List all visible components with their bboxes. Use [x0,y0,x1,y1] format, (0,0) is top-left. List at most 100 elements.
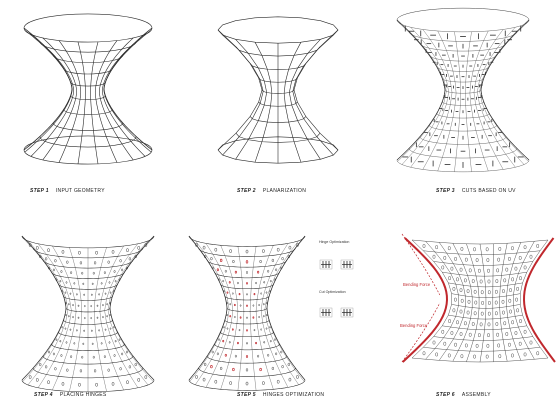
assembly-hinge [502,310,505,315]
hinge [260,328,262,331]
assembly-hinge [456,320,459,325]
hinge [255,281,257,285]
mesh-column [454,31,461,172]
assembly-hinge [536,351,539,356]
hinge [280,350,283,354]
hinge [78,250,81,255]
hinge [258,304,260,307]
step-6-assembly [401,233,556,363]
step-1-panel: STEP 1 INPUT GEOMETRY [0,0,185,200]
assembly-hinge [487,311,491,316]
assembly-hinge [450,331,454,335]
facet-edge [289,39,321,160]
step-6-number: STEP 6 [436,392,455,398]
force-arrow-bottom [401,302,441,363]
mesh-ring [198,247,296,257]
hinge [81,271,84,275]
hinge [214,379,218,384]
mesh-ring [206,259,288,268]
hinge [288,377,292,382]
hyperboloid-wireframe [23,13,153,165]
hinge [92,271,95,275]
outline-edge [21,235,67,381]
step-2-planarized-mesh [217,16,339,164]
optimized-hinge [255,341,257,345]
mesh-column [107,240,149,386]
mesh-column [410,27,449,168]
hinge [218,338,220,341]
hinge [281,257,284,261]
assembly-hinge [495,322,499,326]
assembly-hinge [508,298,512,303]
hinge [258,316,260,319]
assembly-hinge [435,245,438,250]
assembly-hinge [523,265,527,270]
hinge [134,363,137,367]
icon-strokes [321,261,331,268]
hinge [281,365,284,369]
assembly-hinge [467,299,471,304]
icon-strokes [342,261,352,268]
assembly-hinge [502,289,505,294]
assembly-hinge [452,308,456,313]
hinge [73,282,76,285]
hinge [287,362,290,366]
icon-strokes [342,309,352,316]
mesh-column [255,245,274,390]
mesh-ring [188,235,306,247]
hinge [204,362,207,366]
hinge [100,282,103,285]
assembly-hinge [443,256,447,260]
assembly-hinge [459,288,463,292]
planarized-wireframe [217,16,339,164]
hinge [65,302,67,305]
hinge [72,304,74,307]
hinge [103,271,106,274]
silhouette-edge [23,27,73,151]
hinge [52,268,55,272]
assembly-hinge [473,289,477,294]
hinge [96,304,99,307]
assembly-hinge [460,354,464,359]
assembly-hinge [450,266,454,271]
hinge [104,328,107,331]
hinge [47,380,50,384]
mesh-ring [188,379,306,391]
hinge [83,329,85,332]
step-3-panel: STEP 3 CUTS BASED ON UV [370,0,556,200]
assembly-hinge [478,333,481,338]
mesh-column [473,29,504,170]
assembly-hinge [435,352,438,357]
mesh-ring [224,319,270,325]
assembly-hinge [448,276,451,281]
hinge [223,290,225,293]
hinge [108,281,111,284]
hinge [61,382,65,386]
hinge [296,375,299,379]
assembly-column [411,239,452,359]
hinge [265,302,268,305]
assembly-hinge [466,289,470,294]
hinge [119,367,122,371]
assembly-hinge [516,308,519,313]
hinge [45,365,48,369]
meridian-line [58,40,82,163]
hinge [69,292,72,295]
hinge [269,326,271,329]
hinge [226,314,229,317]
hinge [126,380,129,384]
meridian-line [24,29,73,153]
hinge [52,352,55,356]
hinge [275,352,278,356]
mesh-column [22,237,67,382]
hinge [98,329,100,332]
assembly-hinge [508,342,511,347]
optimized-hinge [216,268,219,272]
meridian-line [77,41,86,164]
mesh-column [94,247,107,392]
hinge [210,257,213,261]
assembly-hinge [487,268,490,273]
hinge [65,341,68,344]
hinge [128,365,131,369]
assembly-hinge [479,279,483,284]
